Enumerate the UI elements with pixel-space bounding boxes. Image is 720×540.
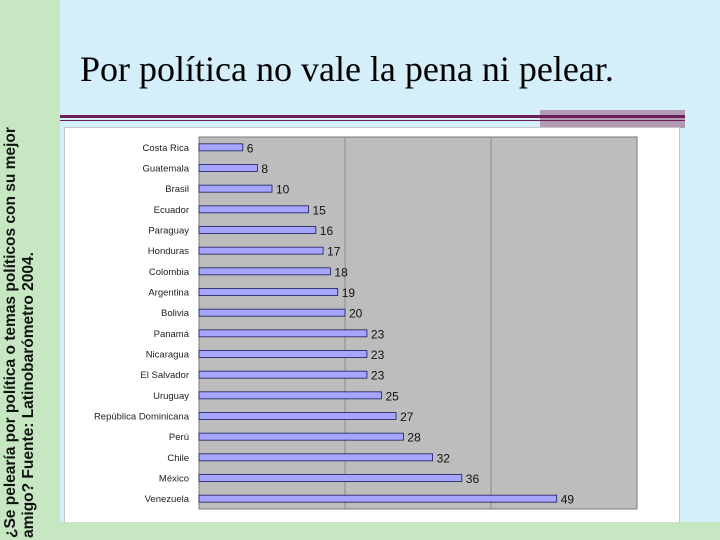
bar [198, 164, 258, 172]
bar [198, 350, 368, 358]
plot-area [198, 136, 638, 510]
bar [198, 370, 368, 379]
accent-box [540, 110, 685, 128]
category-label: Bolivia [161, 308, 190, 319]
category-label: Chile [167, 453, 189, 464]
caption-line-2: amigo? Fuente: Latinobarómetro 2004. [20, 252, 37, 538]
category-label: Uruguay [153, 391, 189, 402]
category-label: Perú [169, 432, 189, 443]
data-label: 17 [327, 245, 341, 259]
category-label: República Dominicana [94, 412, 190, 423]
data-label: 15 [313, 203, 327, 217]
bottom-strip [60, 522, 720, 540]
bar [198, 226, 317, 234]
title-rule-thick [60, 115, 685, 118]
data-label: 10 [276, 183, 290, 197]
data-label: 6 [247, 141, 254, 155]
data-label: 23 [371, 348, 385, 362]
bar-chart: Costa Rica 6 Guatemala 8 Brasil 10 Ecuador 15 Pa… [94, 136, 638, 510]
data-label: 19 [342, 286, 356, 300]
bar [198, 494, 558, 503]
bar [198, 205, 309, 214]
bar [198, 412, 397, 420]
bar [198, 474, 463, 482]
category-label: Costa Rica [143, 143, 190, 154]
data-label: 32 [437, 451, 451, 465]
category-label: Argentina [148, 288, 189, 299]
category-label: Panamá [154, 329, 190, 340]
bar [198, 453, 434, 462]
vertical-caption: ¿Se pelearía por política o temas políti… [2, 0, 62, 538]
title-rule-thin [60, 120, 685, 121]
bar [198, 246, 324, 255]
category-label: Honduras [148, 246, 189, 257]
data-label: 36 [466, 472, 480, 486]
data-label: 28 [407, 431, 421, 445]
data-label: 23 [371, 327, 385, 341]
data-label: 20 [349, 307, 363, 321]
data-label: 8 [261, 162, 268, 176]
data-label: 16 [320, 224, 334, 238]
category-label: Paraguay [148, 226, 189, 237]
bar [198, 308, 346, 317]
bar [198, 184, 273, 193]
bar [198, 391, 382, 400]
category-label: México [159, 474, 189, 485]
data-label: 18 [334, 265, 348, 279]
bar [198, 267, 331, 276]
category-label: El Salvador [140, 370, 189, 381]
bar [198, 329, 368, 338]
data-label: 27 [400, 410, 414, 424]
data-label: 25 [386, 389, 400, 403]
data-label: 49 [561, 493, 575, 507]
bar [198, 143, 244, 152]
category-label: Guatemala [143, 164, 190, 175]
left-sidebar [0, 0, 60, 540]
slide-title: Por política no vale la pena ni pelear. [80, 49, 614, 89]
category-label: Brasil [165, 184, 189, 195]
bar [198, 288, 339, 296]
category-label: Colombia [149, 267, 190, 278]
category-label: Ecuador [154, 205, 189, 216]
caption-line-1: ¿Se pelearía por política o temas políti… [2, 127, 19, 538]
category-label: Nicaragua [146, 350, 190, 361]
bar [198, 432, 404, 441]
chart-frame: Costa Rica 6 Guatemala 8 Brasil 10 Ecuador 15 Pa… [64, 127, 680, 523]
data-label: 23 [371, 369, 385, 383]
category-label: Venezuela [145, 494, 190, 505]
